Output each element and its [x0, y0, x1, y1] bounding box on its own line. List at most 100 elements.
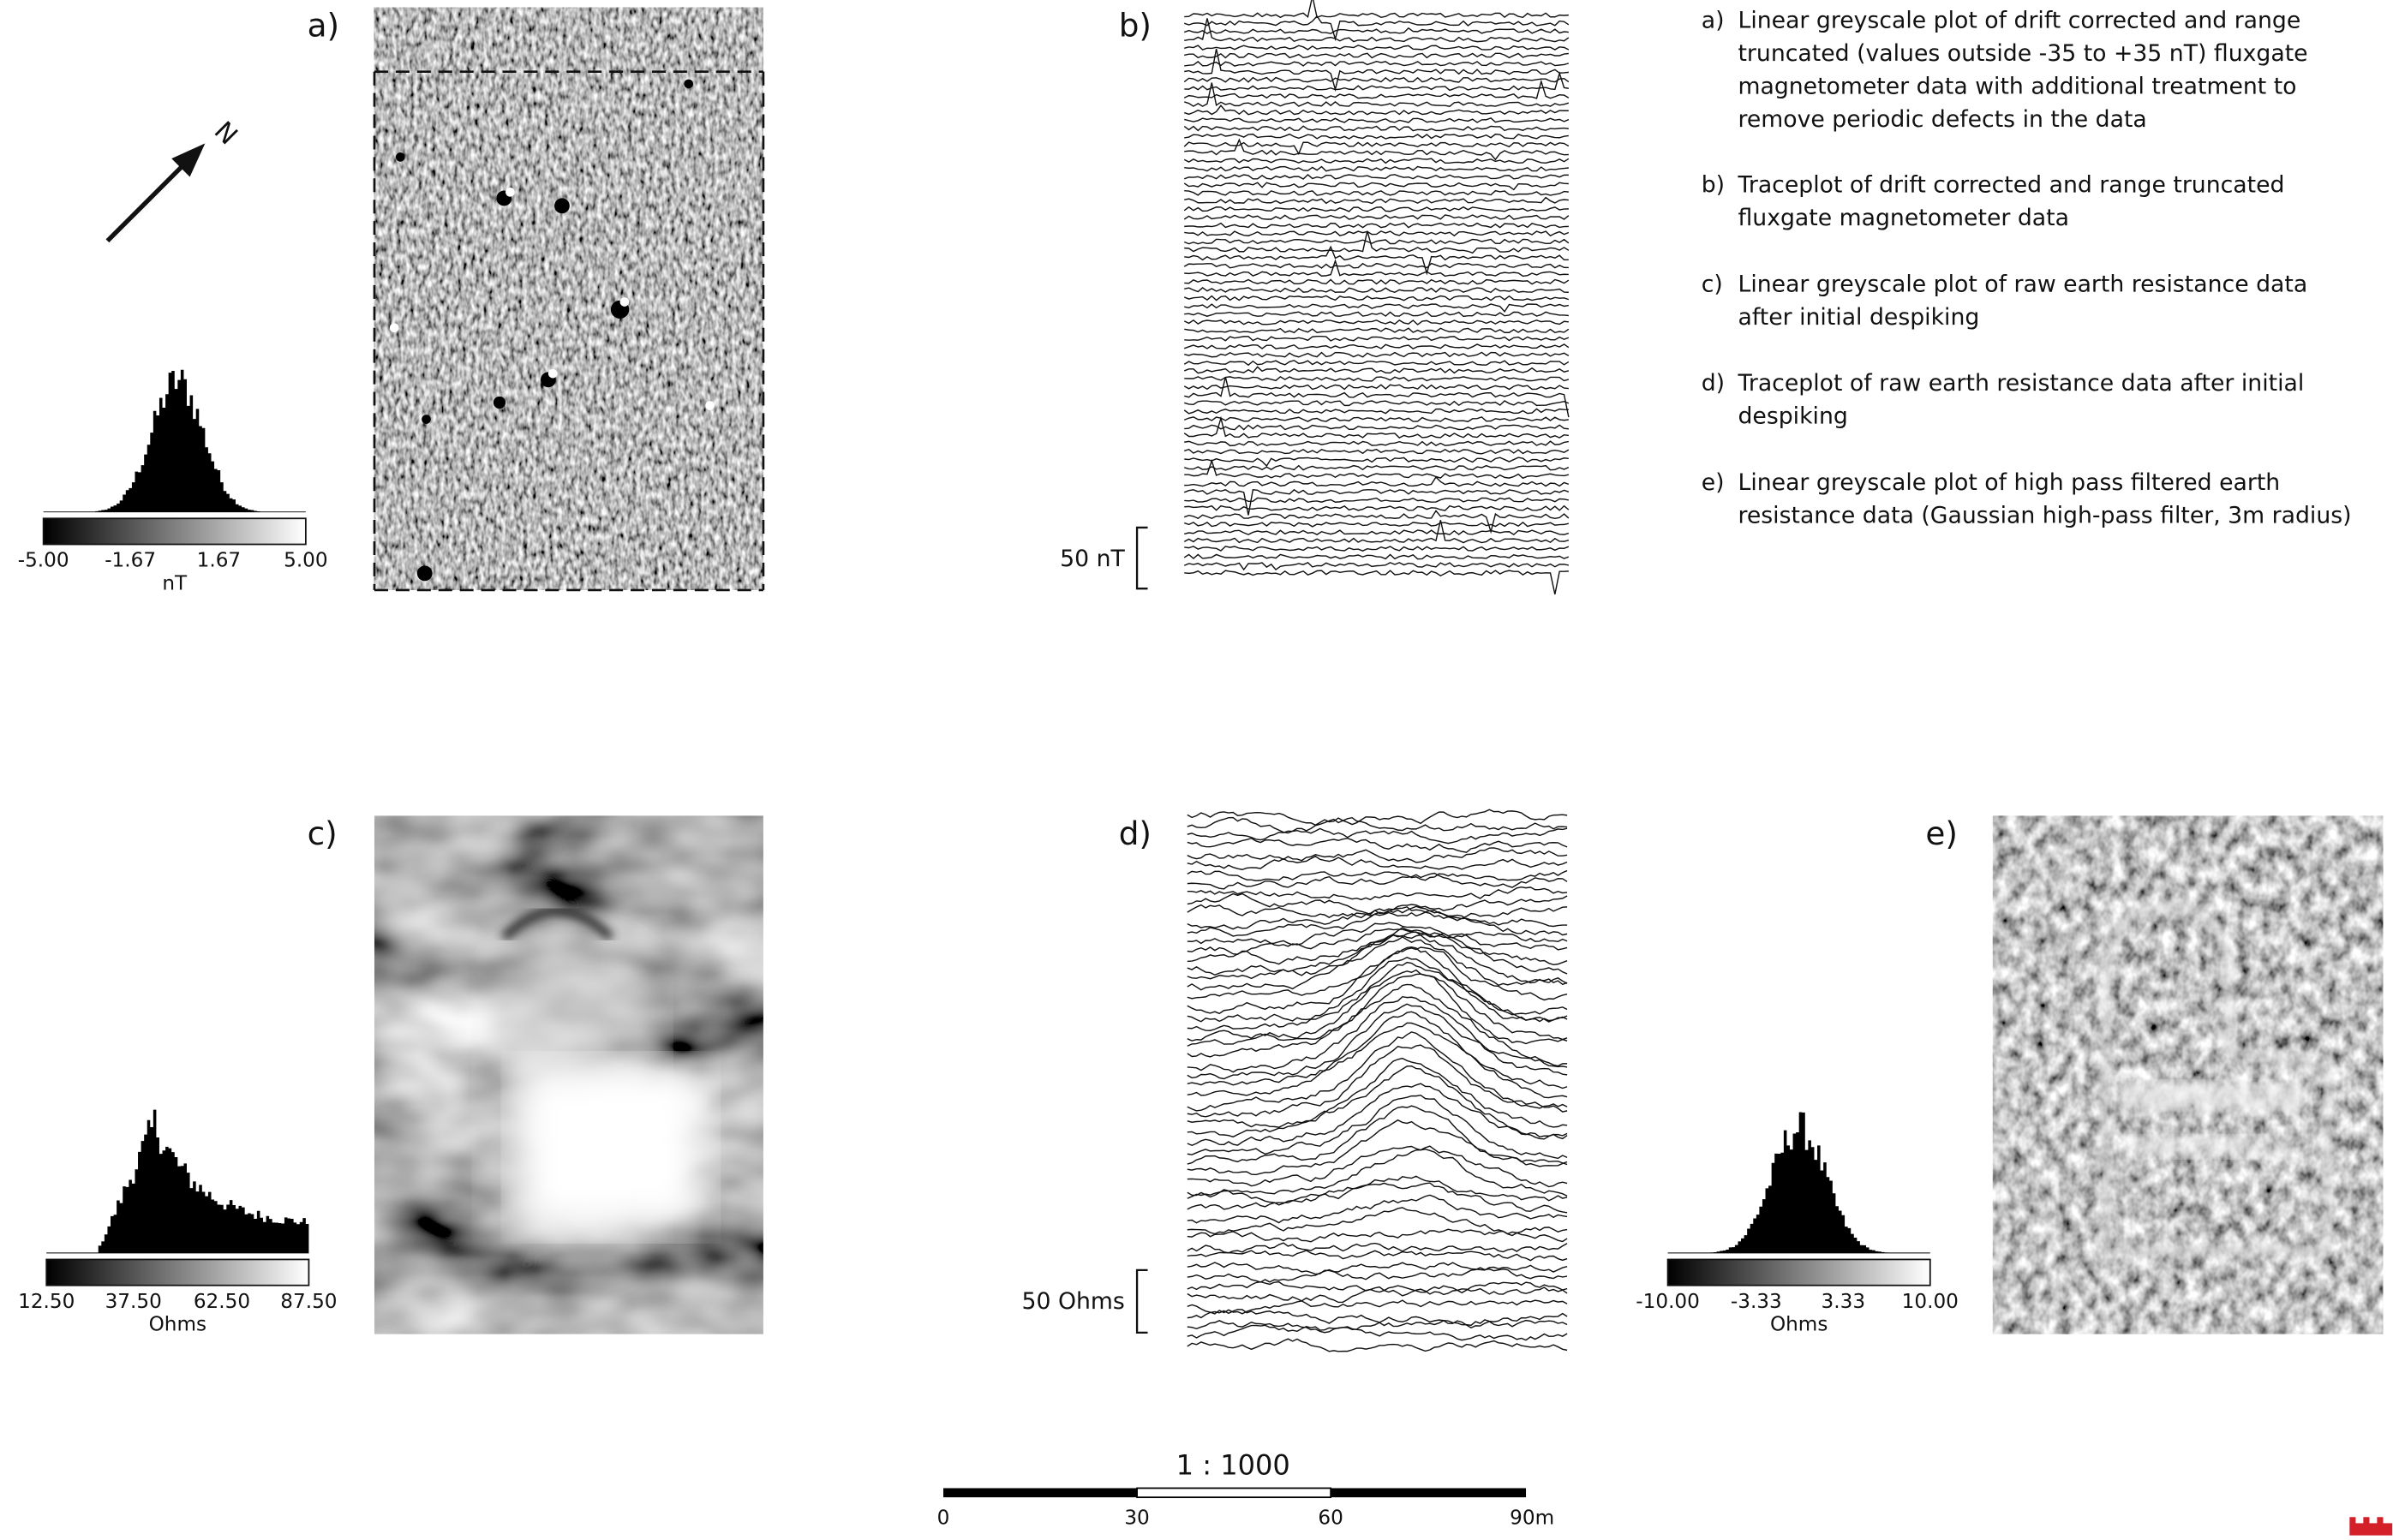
trace-line: [1183, 206, 1569, 212]
trace-line: [1187, 957, 1568, 1023]
trace-line: [1184, 45, 1570, 51]
ramp-tick: 3.33: [1822, 1291, 1865, 1313]
trace-line: [1187, 1338, 1568, 1352]
trace-scale-label: 50 nT: [1060, 546, 1125, 572]
trace-line: [1184, 335, 1570, 342]
trace-line: [1184, 15, 1570, 42]
trace-line: [1187, 1065, 1568, 1140]
ramp-tick: 12.50: [18, 1291, 75, 1313]
trace-line: [1184, 424, 1569, 431]
scale-title: 1 : 1000: [1176, 1449, 1290, 1482]
trace-line: [1187, 995, 1568, 1073]
trace-line: [1183, 295, 1570, 301]
trace-line: [1183, 214, 1570, 221]
trace-line: [1184, 230, 1570, 237]
trace-line: [1187, 1119, 1568, 1176]
trace-line: [1183, 488, 1570, 516]
caption-line: resistance data (Gaussian high-pass filt…: [1738, 502, 2351, 528]
trace-line: [1187, 1022, 1568, 1099]
trace-line: [1187, 1309, 1568, 1327]
trace-line: [1184, 133, 1569, 140]
trace-line: [1184, 27, 1569, 34]
trace-line: [1187, 816, 1568, 834]
trace-line: [1183, 141, 1570, 156]
trace-line: [1184, 448, 1570, 455]
trace-line: [1187, 1194, 1568, 1224]
trace-line: [1184, 440, 1569, 447]
histogram: [1667, 1112, 1930, 1254]
ramp-tick: -3.33: [1731, 1291, 1782, 1313]
ramp-tick: -5.00: [18, 550, 69, 572]
histogram: [43, 369, 306, 513]
trace-line: [1187, 1083, 1568, 1147]
trace-line: [1187, 973, 1568, 1047]
trace-line: [1184, 104, 1569, 116]
trace-line: [1184, 196, 1569, 205]
trace-line: [1183, 125, 1569, 132]
trace-line: [1184, 18, 1570, 43]
scale-bar: 1 : 1000 0 30 60 90m: [937, 1449, 1554, 1530]
trace-line: [1183, 415, 1569, 439]
caption-line: despiking: [1738, 403, 1847, 430]
histogram: [46, 1109, 309, 1254]
trace-line: [1187, 1031, 1568, 1112]
trace-line: [1184, 138, 1569, 161]
trace-line: [1184, 457, 1569, 468]
trace-line: [1184, 71, 1569, 92]
north-arrow: N: [105, 116, 243, 243]
trace-line: [1184, 400, 1570, 407]
trace-line: [1183, 553, 1570, 560]
trace-line: [1187, 886, 1568, 901]
trace-line: [1187, 1094, 1568, 1160]
trace-line: [1184, 377, 1570, 418]
trace-line: [1183, 158, 1570, 164]
trace-line: [1184, 529, 1570, 536]
scale-tick: 30: [1124, 1507, 1149, 1530]
caption-line: Linear greyscale plot of high pass filte…: [1738, 469, 2280, 496]
trace-line: [1187, 1003, 1568, 1080]
trace-line: [1187, 892, 1568, 916]
caption-line: magnetometer data with additional treatm…: [1738, 73, 2296, 99]
caption-label: d): [1702, 370, 1725, 397]
trace-line: [1187, 922, 1568, 947]
ramp-tick: 5.00: [284, 550, 328, 572]
trace-line: [1187, 906, 1568, 937]
trace-line: [1183, 79, 1570, 99]
trace-line: [1184, 351, 1570, 358]
trace-line: [1187, 847, 1568, 863]
trace-line: [1184, 458, 1570, 480]
greyscale-plot: [374, 815, 763, 1334]
trace-line: [1184, 343, 1570, 349]
trace-line: [1187, 1175, 1568, 1206]
trace-line: [1187, 1280, 1568, 1294]
trace-scale-bracket: [1135, 1268, 1148, 1334]
trace-scale-bracket: [1135, 526, 1148, 590]
trace-line: [1184, 230, 1570, 254]
trace-line: [1187, 855, 1568, 870]
trace-line: [1184, 165, 1569, 172]
scale-tick: 90m: [1510, 1507, 1554, 1530]
trace-line: [1187, 1242, 1568, 1254]
trace-line: [1184, 311, 1569, 318]
trace-line: [1187, 1207, 1568, 1237]
caption-line: remove periodic defects in the data: [1738, 106, 2146, 133]
panel-label: a): [308, 7, 340, 45]
trace-line: [1187, 946, 1568, 1001]
ramp-unit: Ohms: [149, 1313, 206, 1335]
trace-line: [1187, 872, 1568, 890]
panel-label: d): [1119, 815, 1152, 852]
trace-line: [1184, 327, 1570, 334]
trace-line: [1187, 1145, 1568, 1188]
trace-line: [1183, 520, 1570, 544]
caption-line: Linear greyscale plot of drift corrected…: [1738, 7, 2300, 33]
trace-scale-label: 50 Ohms: [1022, 1288, 1125, 1315]
trace-line: [1183, 384, 1569, 391]
trace-line: [1184, 287, 1569, 294]
panel-label: c): [308, 815, 338, 852]
trace-line: [1187, 931, 1568, 984]
trace-line: [1187, 1319, 1568, 1334]
trace-line: [1187, 1105, 1568, 1166]
colour-ramp: [45, 1258, 310, 1286]
trace-line: [1187, 1057, 1568, 1128]
